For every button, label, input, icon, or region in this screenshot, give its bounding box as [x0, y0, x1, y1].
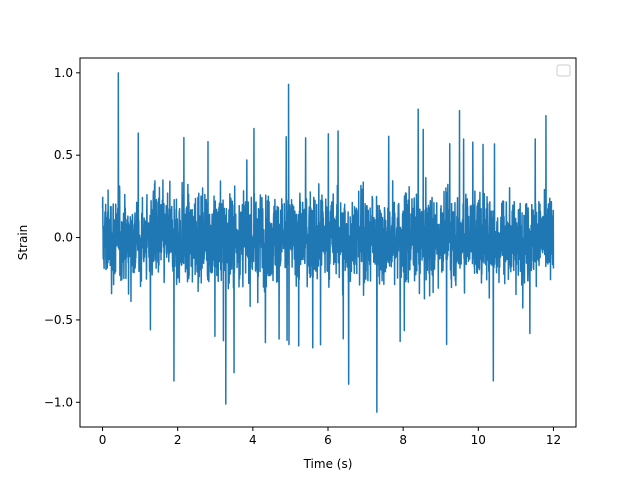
legend-box — [556, 64, 571, 77]
x-tick-label: 10 — [471, 433, 486, 447]
x-tick-label: 4 — [249, 433, 257, 447]
y-tick-label: 1.0 — [54, 66, 73, 80]
series-line-strain — [101, 72, 555, 413]
y-tick-label: 0.5 — [54, 148, 73, 162]
series-layer — [101, 72, 555, 413]
x-tick-label: 2 — [174, 433, 182, 447]
x-axis-ticks: 0 2 4 6 8 10 12 — [99, 427, 561, 447]
x-tick-label: 12 — [546, 433, 561, 447]
y-tick-label: −1.0 — [44, 395, 73, 409]
y-tick-label: 0.0 — [54, 231, 73, 245]
x-tick-label: 8 — [399, 433, 407, 447]
y-tick-label: −0.5 — [44, 313, 73, 327]
x-axis-label: Time (s) — [303, 457, 353, 471]
x-tick-label: 6 — [324, 433, 332, 447]
y-axis-label: Strain — [16, 225, 30, 261]
y-axis-ticks: 1.0 0.5 0.0 −0.5 −1.0 — [44, 66, 80, 409]
x-tick-label: 0 — [99, 433, 107, 447]
